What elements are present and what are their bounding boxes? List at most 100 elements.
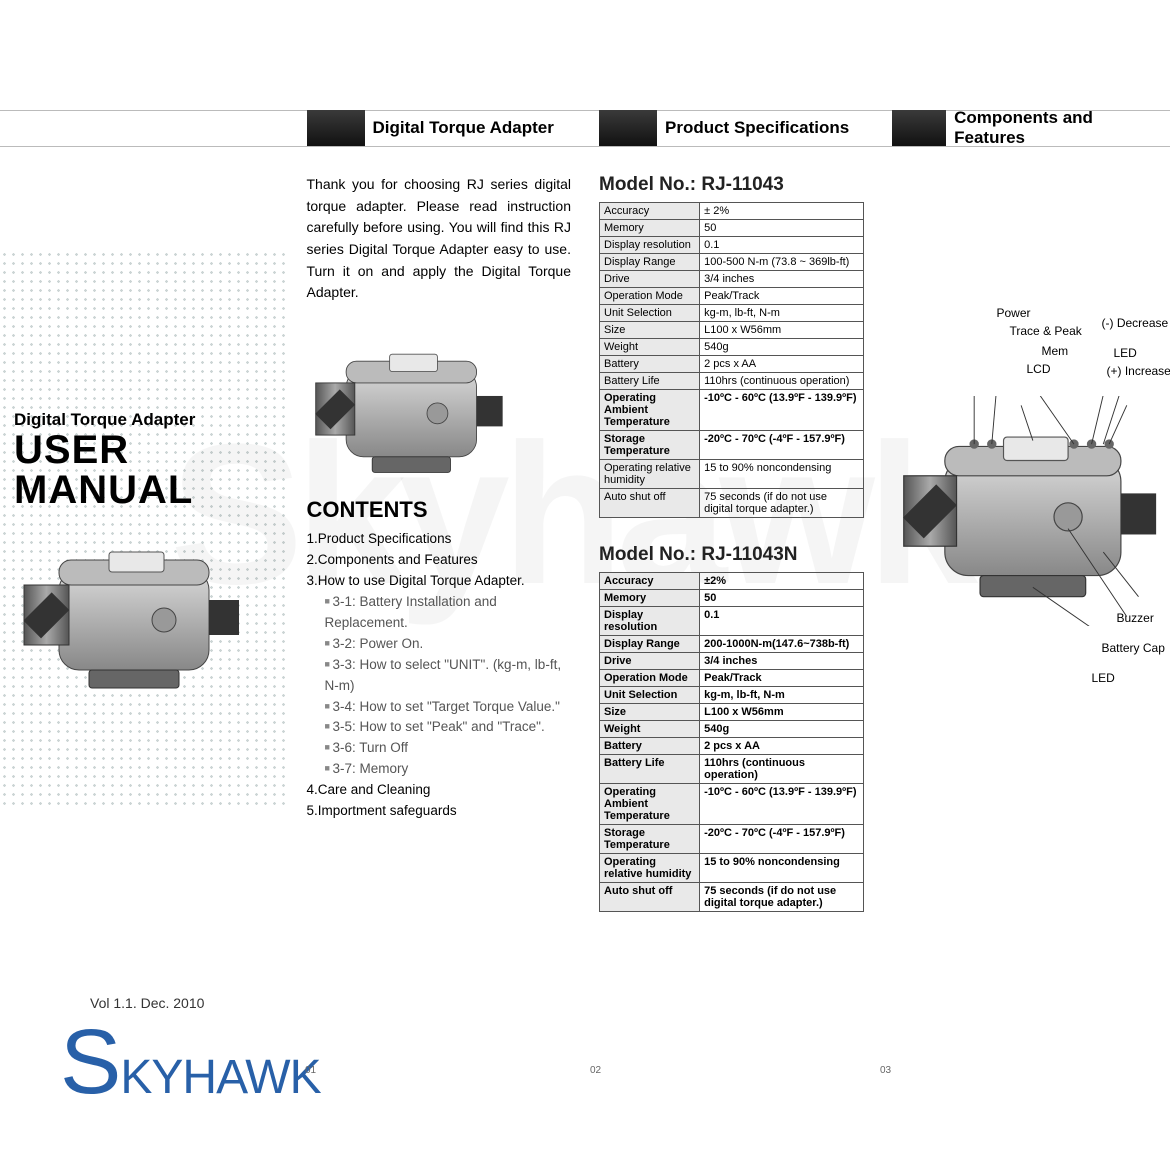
spec-key: Operating relative humidity bbox=[600, 460, 700, 489]
spec-key: Size bbox=[600, 704, 700, 721]
spec-row: Weight540g bbox=[600, 339, 864, 356]
header-icon bbox=[307, 110, 365, 146]
spec-row: Storage Temperature-20ºC - 70ºC (-4ºF - … bbox=[600, 825, 864, 854]
spec-table-2: Accuracy±2%Memory50Display resolution0.1… bbox=[599, 572, 864, 912]
spec-row: Operation ModePeak/Track bbox=[600, 288, 864, 305]
spec-row: Unit Selectionkg-m, lb-ft, N-m bbox=[600, 687, 864, 704]
spec-key: Storage Temperature bbox=[600, 431, 700, 460]
spec-value: 540g bbox=[700, 339, 863, 356]
spec-value: 2 pcs x AA bbox=[700, 356, 863, 373]
diagram-label: LED bbox=[1114, 346, 1137, 360]
spec-row: Operation ModePeak/Track bbox=[600, 670, 864, 687]
diagram-label: Battery Cap bbox=[1102, 641, 1165, 655]
cover-title-line1: USER bbox=[14, 430, 279, 470]
spec-value: 200-1000N-m(147.6~738b-ft) bbox=[700, 636, 863, 653]
spec-value: -10ºC - 60ºC (13.9ºF - 139.9ºF) bbox=[700, 784, 863, 825]
diagram-label: LCD bbox=[1027, 362, 1051, 376]
spec-value: 0.1 bbox=[700, 237, 863, 254]
spec-value: 100-500 N-m (73.8 ~ 369lb-ft) bbox=[700, 254, 863, 271]
spec-key: Display resolution bbox=[600, 607, 700, 636]
spec-key: Accuracy bbox=[600, 203, 700, 220]
spec-key: Drive bbox=[600, 271, 700, 288]
spec-value: 50 bbox=[700, 220, 863, 237]
spec-key: Display Range bbox=[600, 254, 700, 271]
spec-row: Battery2 pcs x AA bbox=[600, 356, 864, 373]
contents-heading: CONTENTS bbox=[307, 497, 572, 523]
spec-key: Battery bbox=[600, 356, 700, 373]
spec-row: SizeL100 x W56mm bbox=[600, 322, 864, 339]
spec-key: Auto shut off bbox=[600, 489, 700, 518]
panel2-title: Product Specifications bbox=[665, 118, 849, 138]
model1-title: Model No.: RJ-11043 bbox=[599, 174, 864, 196]
device-illustration-diagram bbox=[892, 396, 1162, 626]
spec-value: kg-m, lb-ft, N-m bbox=[700, 687, 863, 704]
spec-row: Drive3/4 inches bbox=[600, 653, 864, 670]
component-diagram: PowerTrace & PeakMemLCD(-) DecreaseLED(+… bbox=[892, 306, 1157, 726]
spec-row: SizeL100 x W56mm bbox=[600, 704, 864, 721]
spec-key: Battery Life bbox=[600, 373, 700, 390]
toc-item: 2.Components and Features bbox=[307, 550, 572, 571]
spec-row: Battery2 pcs x AA bbox=[600, 738, 864, 755]
page-number-1: 01 bbox=[305, 1065, 316, 1076]
spec-value: 15 to 90% noncondensing bbox=[700, 854, 863, 883]
spec-value: 2 pcs x AA bbox=[700, 738, 863, 755]
spec-row: Battery Life110hrs (continuous operation… bbox=[600, 373, 864, 390]
diagram-label: (+) Increase bbox=[1107, 364, 1170, 378]
spec-value: 540g bbox=[700, 721, 863, 738]
spec-row: Display Range100-500 N-m (73.8 ~ 369lb-f… bbox=[600, 254, 864, 271]
spec-value: kg-m, lb-ft, N-m bbox=[700, 305, 863, 322]
model2-title: Model No.: RJ-11043N bbox=[599, 544, 864, 566]
spec-key: Battery Life bbox=[600, 755, 700, 784]
spec-key: Unit Selection bbox=[600, 305, 700, 322]
spec-row: Weight540g bbox=[600, 721, 864, 738]
spec-value: -20ºC - 70ºC (-4ºF - 157.9ºF) bbox=[700, 431, 863, 460]
toc-item: 3-7: Memory bbox=[307, 759, 572, 780]
page-number-3: 03 bbox=[880, 1065, 891, 1076]
spec-row: Memory50 bbox=[600, 590, 864, 607]
version-text: Vol 1.1. Dec. 2010 bbox=[90, 995, 204, 1011]
spec-row: Auto shut off75 seconds (if do not use d… bbox=[600, 883, 864, 912]
cover-title-line2: MANUAL bbox=[14, 470, 279, 510]
spec-row: Display resolution0.1 bbox=[600, 607, 864, 636]
spec-key: Accuracy bbox=[600, 573, 700, 590]
intro-text: Thank you for choosing RJ series digital… bbox=[307, 174, 572, 304]
toc-item: 3-5: How to set "Peak" and "Trace". bbox=[307, 717, 572, 738]
spec-row: Display Range200-1000N-m(147.6~738b-ft) bbox=[600, 636, 864, 653]
spec-row: Battery Life110hrs (continuous operation… bbox=[600, 755, 864, 784]
spec-key: Weight bbox=[600, 721, 700, 738]
spec-key: Drive bbox=[600, 653, 700, 670]
header-icon bbox=[892, 110, 947, 146]
toc-item: 3-3: How to select "UNIT". (kg-m, lb-ft,… bbox=[307, 655, 572, 697]
panel1-title: Digital Torque Adapter bbox=[373, 118, 554, 138]
diagram-label: (-) Decrease bbox=[1102, 316, 1169, 330]
diagram-label: LED bbox=[1092, 671, 1115, 685]
cover-panel: Digital Torque Adapter USER MANUAL bbox=[0, 110, 293, 1010]
spec-row: Accuracy±2% bbox=[600, 573, 864, 590]
table-of-contents: 1.Product Specifications2.Components and… bbox=[307, 529, 572, 822]
spec-value: Peak/Track bbox=[700, 288, 863, 305]
device-illustration-intro bbox=[307, 334, 507, 484]
spec-key: Weight bbox=[600, 339, 700, 356]
spec-value: L100 x W56mm bbox=[700, 704, 863, 721]
toc-item: 1.Product Specifications bbox=[307, 529, 572, 550]
spec-value: 75 seconds (if do not use digital torque… bbox=[700, 489, 863, 518]
panel3-title: Components and Features bbox=[954, 108, 1156, 147]
spec-value: 110hrs (continuous operation) bbox=[700, 755, 863, 784]
spec-key: Display resolution bbox=[600, 237, 700, 254]
spec-value: 75 seconds (if do not use digital torque… bbox=[700, 883, 863, 912]
spec-key: Operating relative humidity bbox=[600, 854, 700, 883]
spec-value: ± 2% bbox=[700, 203, 863, 220]
toc-item: 5.Importment safeguards bbox=[307, 801, 572, 822]
spec-value: -10ºC - 60ºC (13.9ºF - 139.9ºF) bbox=[700, 390, 863, 431]
diagram-label: Mem bbox=[1042, 344, 1069, 358]
spec-value: 0.1 bbox=[700, 607, 863, 636]
spec-row: Storage Temperature-20ºC - 70ºC (-4ºF - … bbox=[600, 431, 864, 460]
toc-item: 3-6: Turn Off bbox=[307, 738, 572, 759]
spec-value: L100 x W56mm bbox=[700, 322, 863, 339]
spec-value: 15 to 90% noncondensing bbox=[700, 460, 863, 489]
diagram-label: Trace & Peak bbox=[1010, 324, 1082, 338]
header-icon bbox=[599, 110, 657, 146]
spec-key: Memory bbox=[600, 220, 700, 237]
spec-row: Operating relative humidity15 to 90% non… bbox=[600, 854, 864, 883]
diagram-label: Power bbox=[997, 306, 1031, 320]
